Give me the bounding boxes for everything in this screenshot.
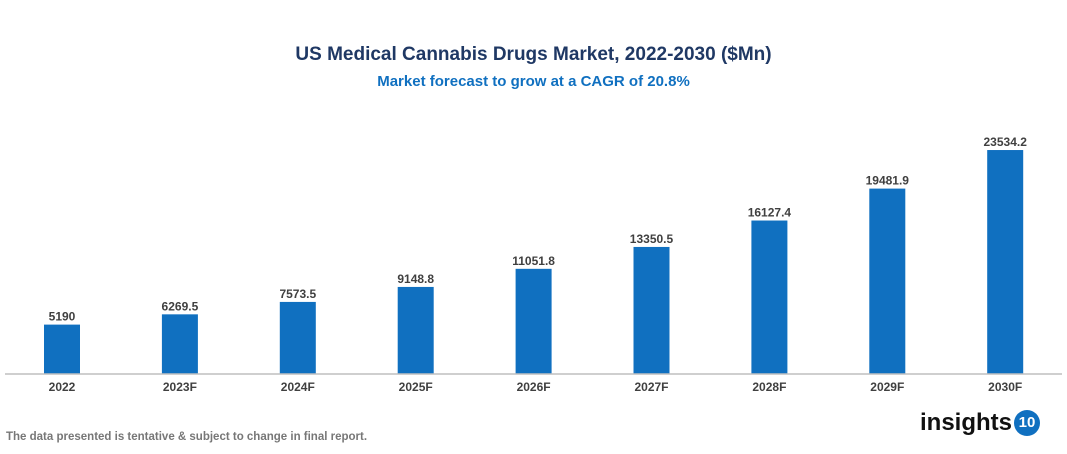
x-tick-label: 2030F [988, 380, 1022, 394]
data-label: 9148.8 [397, 272, 434, 286]
data-label: 11051.8 [512, 254, 555, 268]
logo-text: insights [920, 409, 1013, 436]
bar-2030F [987, 150, 1024, 374]
x-tick-label: 2028F [752, 380, 786, 394]
insights10-logo: insights 10 [920, 409, 1041, 437]
logo-badge: 10 [1014, 410, 1041, 436]
data-label: 7573.5 [279, 287, 316, 301]
bar-2023F [161, 314, 198, 374]
x-tick-label: 2024F [281, 380, 315, 394]
x-tick-label: 2027F [634, 380, 668, 394]
disclaimer-note: The data presented is tentative & subjec… [6, 431, 368, 443]
data-label: 23534.2 [984, 135, 1028, 149]
bar-2025F [397, 286, 434, 374]
data-label: 16127.4 [748, 206, 792, 220]
chart-title: US Medical Cannabis Drugs Market, 2022-2… [295, 44, 772, 65]
x-tick-label: 2022 [49, 380, 76, 394]
x-tick-label: 2029F [870, 380, 904, 394]
bar-2024F [279, 301, 316, 374]
bar-2022 [44, 324, 80, 374]
bar-2028F [751, 220, 788, 374]
bar-2029F [869, 188, 906, 374]
data-label: 6269.5 [162, 299, 199, 313]
bar-2027F [633, 246, 670, 374]
x-tick-label: 2023F [163, 380, 197, 394]
bar-2026F [515, 268, 552, 374]
x-tick-label: 2026F [517, 380, 551, 394]
chart-subtitle: Market forecast to grow at a CAGR of 20.… [377, 73, 690, 90]
data-label: 13350.5 [630, 232, 674, 246]
data-label: 19481.9 [866, 174, 910, 188]
data-label: 5190 [49, 310, 76, 324]
x-tick-label: 2025F [399, 380, 433, 394]
